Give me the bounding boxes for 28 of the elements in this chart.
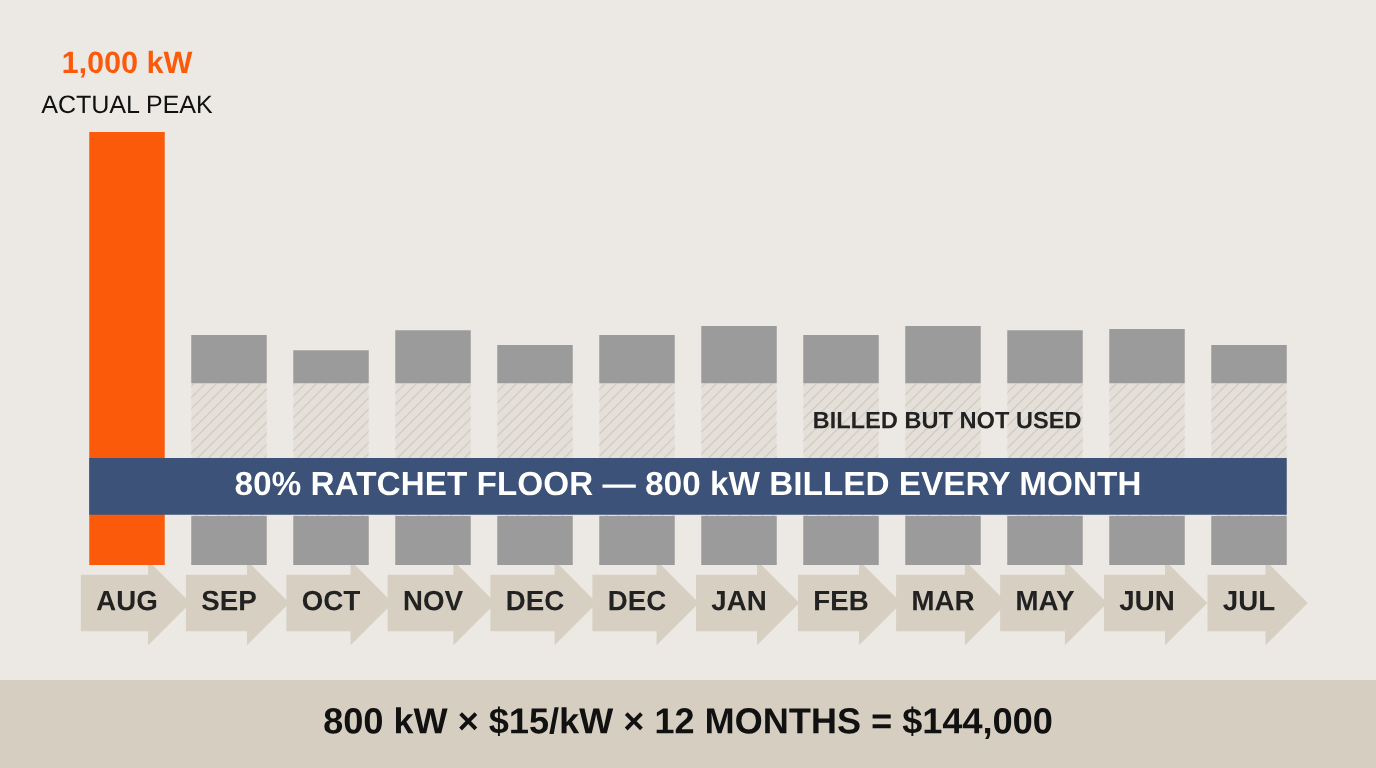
bar bbox=[803, 335, 879, 384]
annotation: 1,000 kW bbox=[63, 50, 193, 78]
x-tick-label: DEC bbox=[507, 590, 564, 611]
x-tick-label: AUG bbox=[96, 590, 157, 611]
bar bbox=[1211, 345, 1287, 384]
x-tick-label: NOV bbox=[404, 590, 463, 611]
bar bbox=[395, 330, 471, 384]
series-label: BILLED BUT NOT USED bbox=[814, 411, 1081, 429]
x-tick-label: MAY bbox=[1017, 591, 1075, 611]
bar bbox=[191, 335, 267, 384]
band-label: 80% RATCHET FLOOR — 800 kW BILLED EVERY MONTH bbox=[235, 470, 1140, 496]
x-tick-label: SEP bbox=[202, 590, 256, 611]
bar bbox=[293, 350, 369, 384]
x-tick-label: JUN bbox=[1119, 591, 1173, 611]
x-tick-label: OCT bbox=[302, 590, 361, 611]
bar bbox=[497, 345, 573, 384]
bar bbox=[905, 325, 981, 384]
text: 800 kW × $15/kW × 12 MONTHS = $144,000 bbox=[324, 706, 1052, 739]
x-tick-label: MAR bbox=[913, 591, 975, 611]
annotation: ACTUAL PEAK bbox=[41, 95, 213, 114]
x-tick-label: JAN bbox=[711, 591, 765, 611]
bar bbox=[1007, 330, 1083, 384]
x-tick-label: FEB bbox=[815, 591, 868, 611]
x-tick-label: DEC bbox=[609, 590, 666, 611]
bar bbox=[1109, 329, 1185, 384]
x-tick-label: JUL bbox=[1223, 591, 1275, 611]
bar bbox=[599, 335, 675, 384]
bar bbox=[701, 325, 777, 384]
